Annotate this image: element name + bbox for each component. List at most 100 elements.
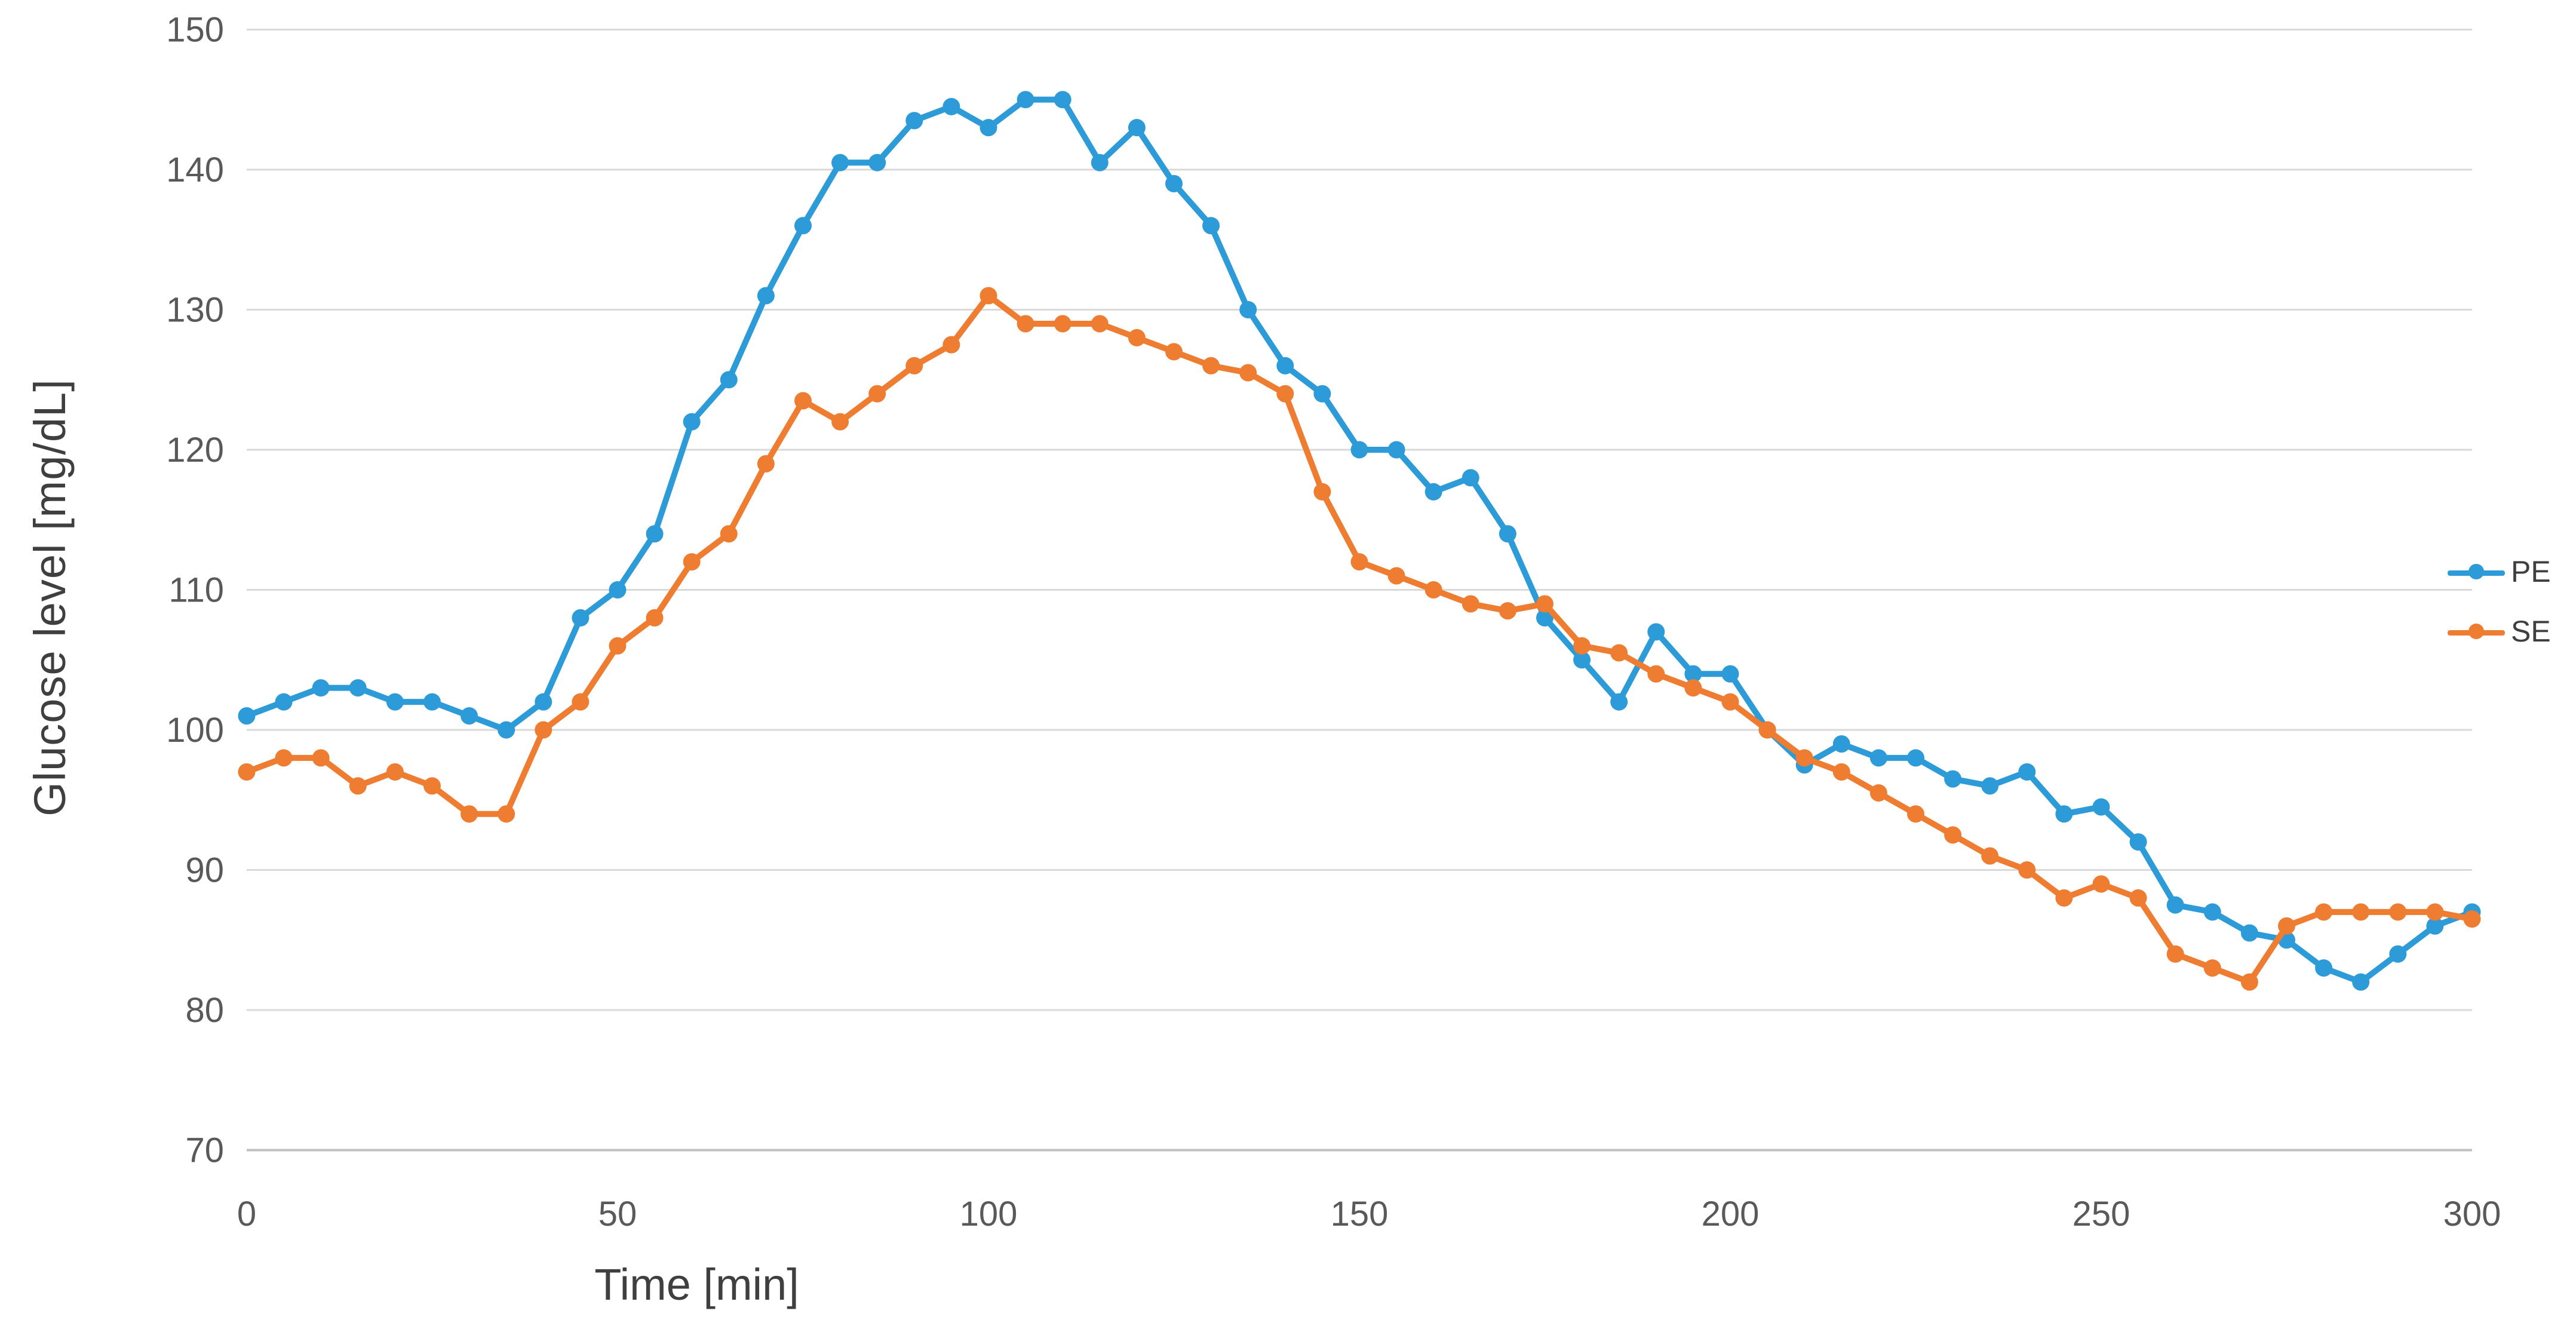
data-point-PE [2129,833,2147,851]
data-point-PE [1165,174,1183,192]
data-point-PE [1424,483,1442,501]
chart-legend: PE SE [2448,554,2551,649]
data-point-PE [1054,91,1071,109]
data-point-SE [1091,315,1109,333]
data-point-SE [386,763,404,781]
data-point-PE [1832,735,1850,753]
data-point-SE [1276,385,1294,403]
series-line-SE [244,293,2475,986]
data-point-PE [2389,945,2407,963]
data-point-PE [2018,763,2036,781]
data-point-SE [1128,329,1146,346]
y-tick-label: 130 [166,291,224,330]
legend-marker-icon [2448,563,2505,581]
data-point-PE [2426,917,2444,935]
data-point-PE [1128,119,1146,137]
data-point-SE [1758,721,1776,739]
data-point-SE [2018,861,2036,879]
x-tick-label: 50 [598,1195,637,1233]
data-point-PE [1091,154,1109,171]
data-point-PE [535,693,552,711]
x-tick-label: 300 [2443,1195,2501,1233]
x-tick-label: 250 [2073,1195,2130,1233]
data-point-SE [1981,847,1999,865]
x-axis-title: Time [min] [594,1260,799,1309]
data-point-PE [868,154,886,171]
y-tick-label: 70 [185,1131,224,1170]
data-point-SE [1462,595,1479,613]
data-point-PE [312,679,330,697]
data-point-SE [2463,910,2481,928]
data-point-PE [2315,959,2333,977]
data-point-SE [2352,903,2370,921]
data-point-SE [1424,581,1442,598]
data-point-SE [757,455,775,472]
data-point-SE [831,413,849,431]
data-point-PE [905,112,923,130]
data-point-SE [2315,903,2333,921]
data-point-PE [1017,91,1034,109]
data-point-PE [720,371,738,389]
data-point-PE [386,693,404,711]
data-point-PE [831,154,849,171]
data-point-PE [942,97,960,115]
y-tick-label: 90 [185,851,224,890]
data-point-SE [1944,826,1962,844]
data-point-SE [2426,903,2444,921]
data-point-SE [1239,364,1257,382]
data-point-PE [1313,385,1331,403]
data-point-SE [646,609,664,627]
x-tick-label: 150 [1331,1195,1389,1233]
data-point-PE [1462,469,1479,487]
data-point-PE [794,217,812,235]
y-tick-label: 150 [166,11,224,50]
data-point-PE [2166,896,2184,914]
data-point-SE [1499,602,1516,620]
data-point-PE [1610,693,1628,711]
data-point-PE [1944,770,1962,788]
data-point-SE [2240,973,2258,991]
y-tick-label: 140 [166,151,224,189]
data-point-SE [2129,889,2147,907]
data-point-PE [275,693,293,711]
data-point-PE [757,287,775,305]
data-point-SE [498,805,515,823]
data-point-PE [1276,357,1294,375]
y-tick-label: 80 [185,991,224,1030]
data-point-PE [1721,665,1739,683]
data-point-SE [2278,917,2295,935]
x-tick-label: 0 [237,1195,256,1233]
data-point-PE [2092,798,2110,816]
data-point-SE [1165,343,1183,361]
data-point-SE [349,777,367,795]
data-point-PE [1387,441,1405,459]
legend-label: SE [2511,615,2551,648]
data-point-SE [275,749,293,767]
data-point-SE [1869,784,1887,802]
data-point-SE [1054,315,1071,333]
data-point-SE [312,749,330,767]
y-tick-label: 100 [166,711,224,750]
data-point-SE [1795,749,1813,767]
data-point-SE [1573,637,1591,655]
data-point-PE [1981,777,1999,795]
data-point-SE [905,357,923,375]
data-point-SE [238,763,256,781]
data-point-SE [1313,483,1331,501]
data-point-SE [1202,357,1220,375]
data-point-SE [2092,875,2110,893]
data-point-SE [1721,693,1739,711]
data-point-SE [460,805,478,823]
data-point-SE [1832,763,1850,781]
data-point-SE [1017,315,1034,333]
data-point-PE [1907,749,1924,767]
legend-item-SE: SE [2448,614,2551,649]
legend-item-PE: PE [2448,554,2551,589]
data-point-SE [535,721,552,739]
data-point-SE [1647,665,1665,683]
x-tick-label: 100 [960,1195,1018,1233]
legend-marker-icon [2448,622,2505,640]
data-point-SE [2389,903,2407,921]
data-point-PE [1573,651,1591,669]
